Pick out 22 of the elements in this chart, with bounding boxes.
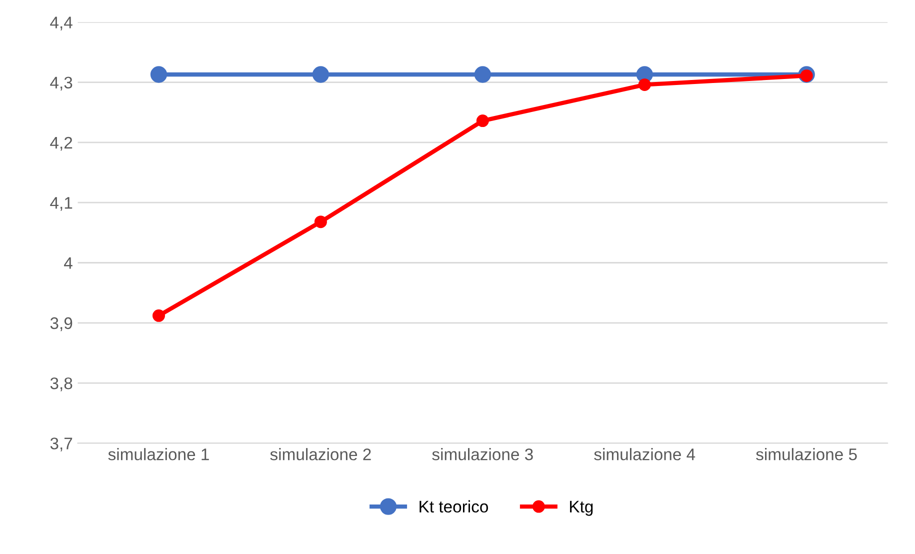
y-tick-label: 4,4 [50,16,72,30]
x-tick-label: simulazione 3 [432,448,533,460]
y-tick-label: 3,7 [50,438,72,452]
x-tick-label: simulazione 1 [108,448,209,460]
y-tick-label: 3,8 [50,377,72,392]
legend-label: Kt teorico [420,500,488,513]
point [150,66,168,83]
point [152,309,166,322]
legend-label: Ktg [570,500,593,516]
y-tick-label: 3,9 [50,317,72,332]
y-tick-label: 4,1 [50,197,72,211]
point [312,66,330,83]
point [474,66,491,83]
x-tick-label: simulazione 5 [756,448,857,460]
point [314,216,327,228]
x-tick-label: simulazione 4 [594,448,696,460]
x-tick-label: simulazione 2 [270,448,371,460]
y-tick-label: 4 [64,257,72,269]
point [638,78,651,91]
point [476,114,489,128]
y-tick-label: 4,2 [50,136,72,151]
y-tick-label: 4,3 [50,76,72,90]
